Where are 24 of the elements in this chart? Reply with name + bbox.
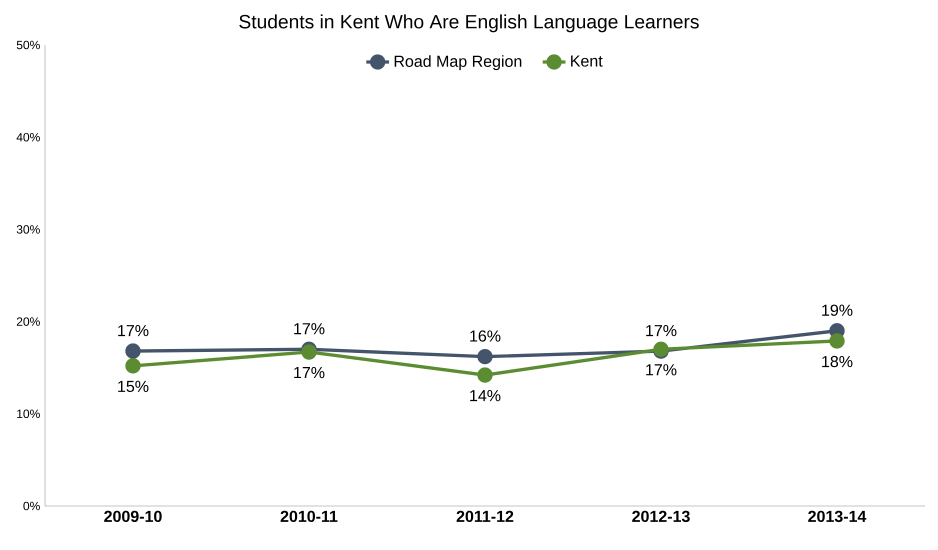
- x-tick-label: 2013-14: [808, 510, 866, 522]
- y-tick-label: 0%: [23, 502, 40, 510]
- y-tick-label: 30%: [16, 225, 40, 234]
- data-label: 16%: [470, 330, 500, 342]
- y-tick-label: 20%: [16, 317, 40, 326]
- data-label: 17%: [646, 324, 676, 336]
- data-label: 15%: [118, 380, 148, 392]
- data-label: 17%: [118, 324, 148, 336]
- data-label: 17%: [294, 323, 324, 334]
- data-label: 18%: [822, 356, 852, 368]
- y-tick-label: 50%: [16, 40, 40, 50]
- y-tick-label: 10%: [17, 410, 40, 418]
- x-tick-label: 2012-13: [632, 510, 690, 522]
- chart-title: Students in Kent Who Are English Language Learners: [239, 14, 699, 32]
- x-tick-label: 2009-10: [104, 510, 162, 522]
- x-tick-label: 2011-12: [456, 510, 514, 522]
- data-label: 17%: [646, 364, 676, 376]
- x-tick-label: 2010-11: [280, 510, 338, 522]
- data-label: 14%: [470, 390, 500, 402]
- legend-label: Kent: [571, 56, 603, 67]
- legend-label: Road Map Region: [394, 55, 522, 70]
- data-label: 19%: [822, 304, 852, 316]
- y-tick-label: 40%: [16, 132, 40, 142]
- data-label: 17%: [294, 366, 324, 378]
